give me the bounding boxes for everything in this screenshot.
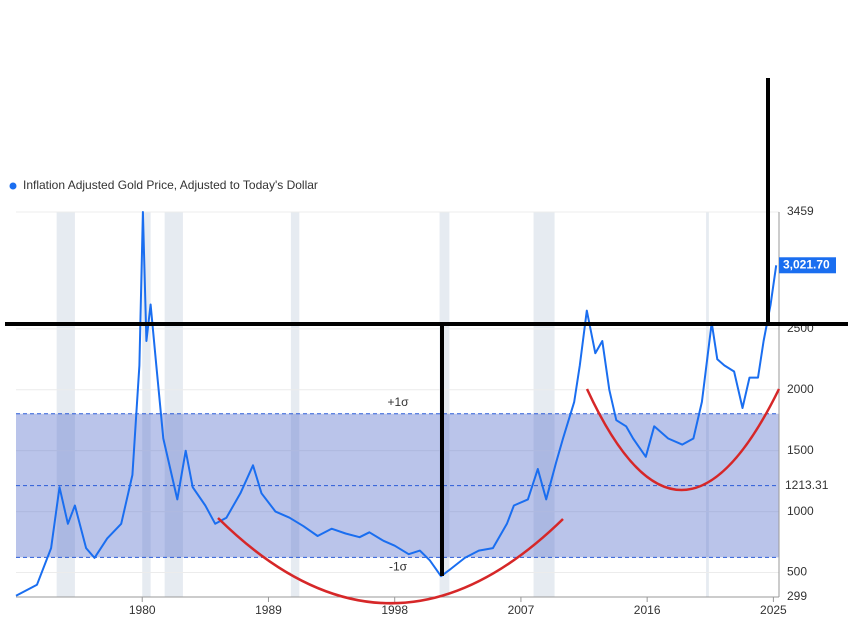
- y-tick-label: 2000: [787, 382, 814, 396]
- current-value-box: [779, 257, 836, 274]
- current-value-label: 3,021.70: [783, 257, 830, 271]
- x-tick-label: 2016: [634, 603, 661, 617]
- legend-label: Inflation Adjusted Gold Price, Adjusted …: [23, 178, 318, 192]
- x-tick-label: 1989: [255, 603, 282, 617]
- x-tick-label: 1998: [381, 603, 408, 617]
- annotations: [5, 78, 848, 605]
- recession-band: [533, 212, 555, 597]
- mean-label: 1213.31: [785, 478, 829, 492]
- recession-band: [290, 212, 300, 597]
- plus-sigma-label: +1σ: [387, 395, 409, 409]
- price-line: [15, 211, 778, 597]
- annotation-arc: [585, 388, 781, 492]
- recession-band: [164, 212, 183, 597]
- x-tick-label: 1980: [129, 603, 156, 617]
- recession-band: [706, 212, 709, 597]
- minus-sigma-label: -1σ: [389, 560, 408, 574]
- y-tick-label: 1000: [787, 504, 814, 518]
- y-tick-label: 500: [787, 565, 807, 579]
- x-tick-label: 2025: [760, 603, 787, 617]
- annotation-arc: [217, 517, 564, 605]
- y-tick-label: 3459: [787, 204, 814, 218]
- recession-band: [56, 212, 75, 597]
- recession-band: [142, 212, 151, 597]
- legend-dot: [9, 182, 17, 190]
- y-tick-label: 299: [787, 589, 807, 603]
- y-tick-label: 1500: [787, 443, 814, 457]
- x-tick-label: 2007: [508, 603, 535, 617]
- recession-band: [439, 212, 450, 597]
- plot-area: 299500100015002000250034591213.31+1σ-1σ1…: [15, 204, 836, 617]
